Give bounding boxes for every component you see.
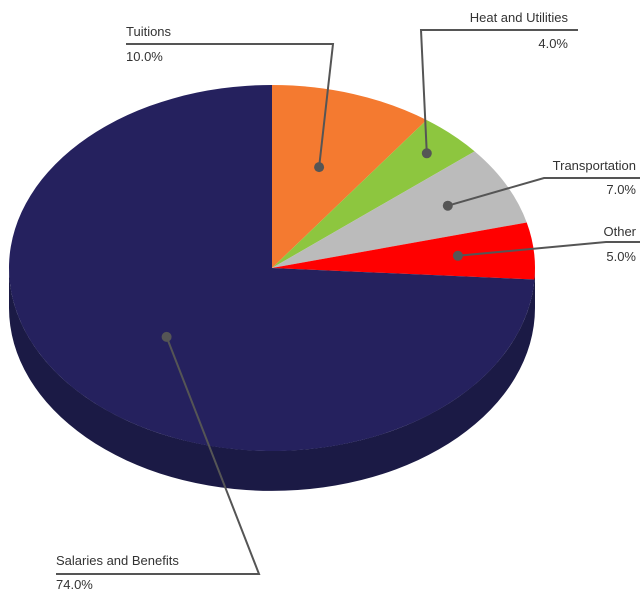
value-tuitions: 10.0% bbox=[126, 49, 163, 64]
pie-slice-tuitions bbox=[272, 85, 427, 268]
leader-line-transportation bbox=[447, 177, 640, 207]
pie-side bbox=[9, 268, 535, 491]
label-heat-and-utilities: Heat and Utilities bbox=[470, 10, 569, 25]
pie-slice-transportation bbox=[272, 151, 527, 268]
leader-dot-heat-and-utilities bbox=[421, 148, 432, 159]
pie-slice-other bbox=[272, 222, 535, 280]
value-other: 5.0% bbox=[606, 249, 636, 264]
leader-dot-tuitions bbox=[314, 162, 325, 173]
leader-dot-other bbox=[452, 250, 463, 261]
pie-slice-salaries-and-benefits bbox=[8, 85, 535, 451]
pie-slices bbox=[8, 85, 535, 451]
leader-line-tuitions bbox=[126, 43, 335, 168]
leader-dot-transportation bbox=[442, 200, 453, 211]
leader-line-heat-and-utilities bbox=[419, 29, 578, 154]
leader-line-salaries-and-benefits bbox=[56, 336, 261, 575]
value-salaries-and-benefits: 74.0% bbox=[56, 577, 93, 592]
leader-line-other bbox=[457, 241, 640, 257]
value-heat-and-utilities: 4.0% bbox=[538, 36, 568, 51]
label-salaries-and-benefits: Salaries and Benefits bbox=[56, 553, 179, 568]
leader-lines bbox=[56, 29, 640, 575]
leader-dot-salaries-and-benefits bbox=[161, 331, 172, 342]
label-transportation: Transportation bbox=[553, 158, 636, 173]
pie-side-face bbox=[9, 268, 535, 491]
label-other: Other bbox=[603, 224, 636, 239]
label-tuitions: Tuitions bbox=[126, 24, 172, 39]
value-transportation: 7.0% bbox=[606, 182, 636, 197]
